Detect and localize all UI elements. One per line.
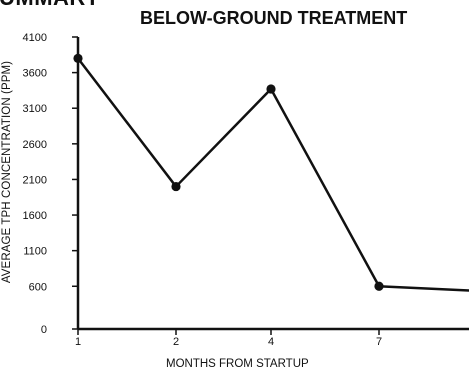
y-tick-label: 0 bbox=[41, 324, 47, 336]
y-axis-label: AVERAGE TPH CONCENTRATION (PPM) bbox=[1, 60, 13, 284]
series-layer bbox=[73, 53, 469, 292]
page-heading-fragment: UMMARY bbox=[0, 0, 100, 11]
data-point bbox=[374, 281, 384, 291]
chart-title: BELOW-GROUND TREATMENT bbox=[140, 8, 408, 28]
x-tick-label: 4 bbox=[268, 336, 274, 348]
y-tick-label: 4100 bbox=[23, 32, 47, 44]
y-tick-label: 2100 bbox=[23, 174, 47, 186]
y-tick-label: 600 bbox=[29, 281, 47, 293]
y-tick-label: 2600 bbox=[23, 139, 47, 151]
y-tick-label: 1100 bbox=[23, 246, 47, 258]
x-axis-label: MONTHS FROM STARTUP bbox=[166, 358, 309, 370]
y-tick-label: 3600 bbox=[23, 68, 47, 80]
x-tick-label: 1 bbox=[75, 336, 81, 348]
x-tick-label: 7 bbox=[376, 336, 382, 348]
y-tick-label: 1600 bbox=[23, 210, 47, 222]
x-tick-label: 2 bbox=[173, 336, 179, 348]
data-point bbox=[171, 181, 181, 192]
y-tick-label: 3100 bbox=[23, 103, 47, 115]
series-line bbox=[77, 57, 469, 292]
axes: 0 600 1100 1600 2100 2600 3100 3600 4100 1 2 4 7 bbox=[23, 32, 469, 348]
data-point bbox=[266, 84, 276, 94]
data-point bbox=[73, 53, 83, 63]
